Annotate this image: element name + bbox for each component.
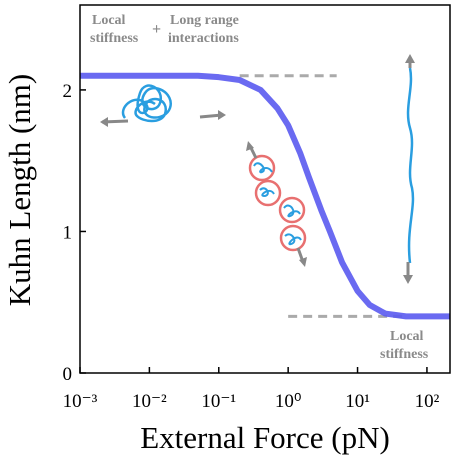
plot-area: 10⁻³ 10⁻² 10⁻¹ 10⁰ 10¹ 10² 0 1 2 — [63, 4, 451, 412]
annotation: Long range interactions — [168, 13, 239, 46]
stretched-polymer — [406, 67, 415, 264]
x-axis-title: External Force (pN) — [140, 420, 390, 455]
arrow-head — [403, 275, 413, 284]
annotation-line: + — [152, 21, 161, 38]
x-tick-label: 10⁻² — [132, 391, 167, 412]
x-tick-label: 10⁻³ — [63, 391, 98, 412]
annotation-line: interactions — [168, 31, 239, 46]
annotation-line: Local — [390, 329, 424, 344]
y-tick-label: 2 — [63, 81, 73, 102]
data-line — [80, 72, 450, 320]
x-tick-label: 10⁰ — [275, 391, 302, 412]
coil-polymer — [121, 84, 172, 123]
annotation: Local stiffness — [380, 329, 429, 362]
annotation-line: stiffness — [380, 347, 429, 362]
annotation: + — [152, 21, 161, 38]
y-axis-title: Kuhn Length (nm) — [2, 74, 37, 306]
y-tick-label: 1 — [63, 222, 73, 243]
x-tick-label: 10⁻¹ — [201, 391, 236, 412]
arrow-head — [246, 141, 254, 151]
y-tick-label: 0 — [63, 364, 73, 385]
arrow-head — [299, 257, 307, 267]
x-tick-label: 10² — [415, 391, 440, 412]
annotation-line: Long range — [170, 13, 239, 28]
annotation-line: stiffness — [90, 31, 139, 46]
plot-frame — [79, 4, 451, 374]
x-tick-label: 10¹ — [345, 391, 370, 412]
annotation: Local stiffness — [90, 13, 139, 46]
illustrations — [100, 54, 415, 284]
annotation-line: Local — [92, 13, 126, 28]
arrow-head — [218, 110, 226, 120]
arrow-head — [405, 54, 415, 63]
blob-chain — [253, 162, 302, 246]
arrow-head — [100, 117, 108, 127]
